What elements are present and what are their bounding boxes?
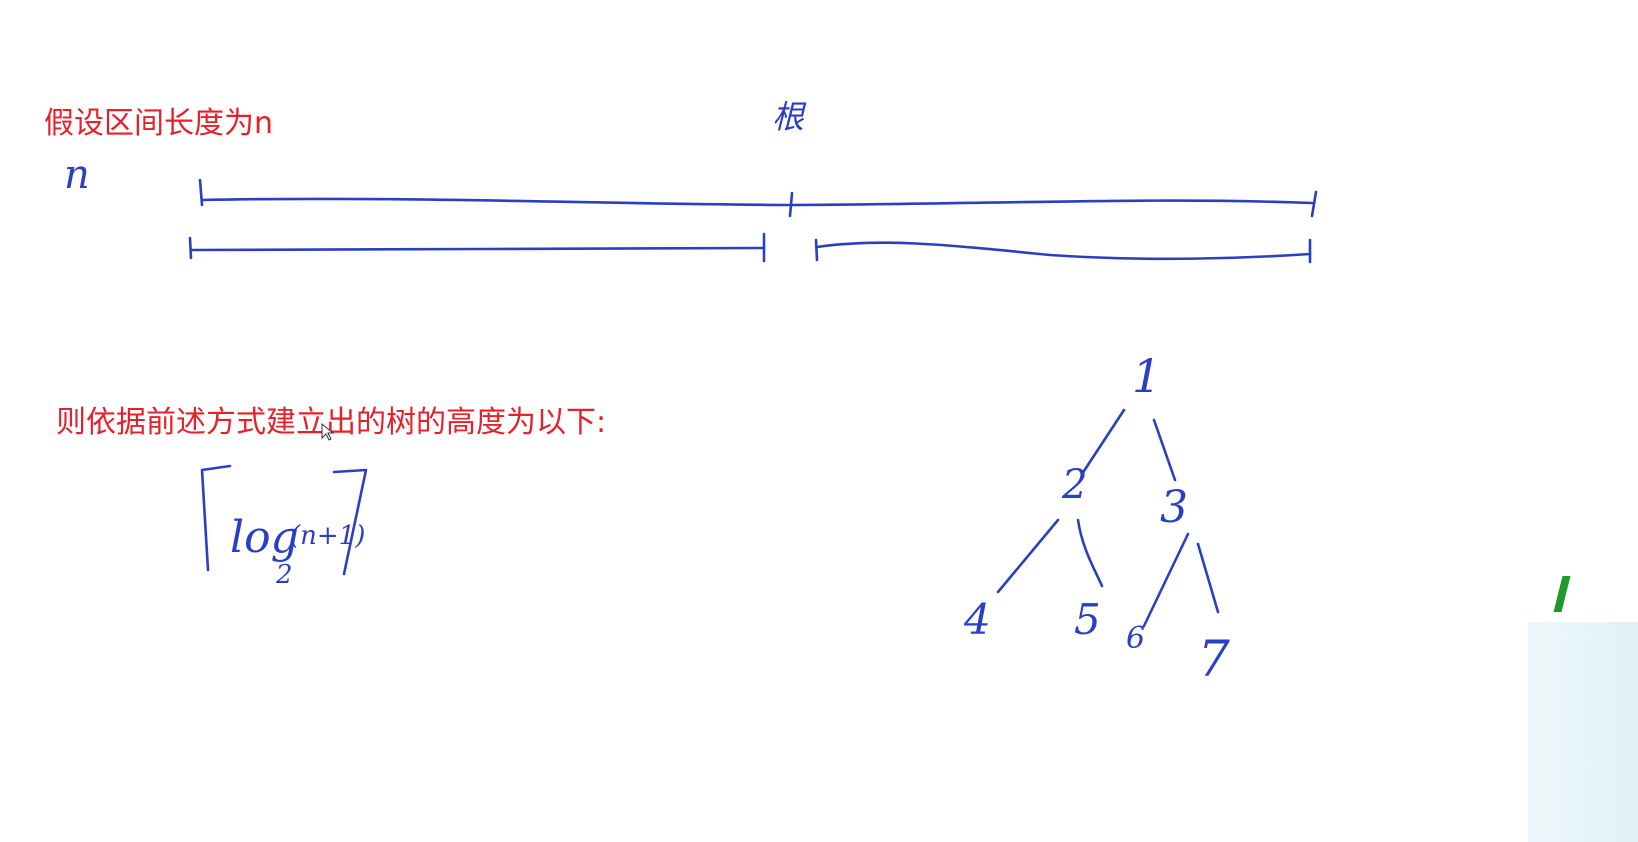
binary-tree: 1 2 3 4 5 6 7 [963,349,1230,688]
edge-2-5 [1076,518,1104,588]
edge-3-7 [1196,542,1220,614]
edge-1-3 [1152,418,1177,482]
assumption-text: 假设区间长度为n [44,106,274,141]
tree-node-4: 4 [963,595,991,644]
height-formula: log 2 (n+1) [200,464,368,590]
left-ceiling-bracket [200,464,232,572]
edge-3-6 [1142,532,1190,628]
tree-node-5: 5 [1074,595,1101,644]
tree-node-6: 6 [1126,621,1145,656]
right-ceiling-bracket [332,468,368,576]
formula-log: log [230,512,299,563]
full-interval [198,178,1318,218]
conclusion-text: 则依据前述方式建立出的树的高度为以下: [56,405,607,440]
root-label: 根 [772,98,807,136]
tree-node-7: 7 [1198,630,1230,688]
cursor-arrow-icon [321,422,335,441]
left-half-interval [188,232,766,263]
side-panel [1528,622,1638,842]
edge-2-4 [996,518,1060,594]
formula-base: 2 [275,560,293,590]
right-half-interval [814,238,1312,264]
n-label: n [64,152,90,198]
tree-node-2: 2 [1061,462,1087,508]
tree-node-3: 3 [1160,482,1188,533]
formula-argument: (n+1) [290,521,365,551]
edge-1-2 [1080,408,1126,476]
tree-node-1: 1 [1132,349,1161,403]
